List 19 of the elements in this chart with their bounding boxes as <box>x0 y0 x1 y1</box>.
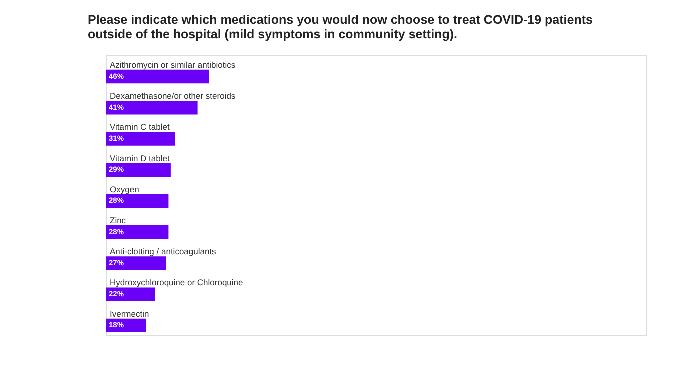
y-tick-label: Ivermectin <box>110 308 150 319</box>
bar <box>106 225 169 240</box>
bar <box>106 132 176 146</box>
y-tick-label: Vitamin C tablet <box>110 122 170 132</box>
bar <box>106 163 171 177</box>
y-tick-label: Hydroxychloroquine or Chloroquine <box>110 278 244 288</box>
bar <box>106 256 166 270</box>
text: Please indicate which medications you would now choose to treat COVID-19 patients <box>88 13 593 27</box>
text: outside of the hospital (mild symptoms in community setting). <box>88 28 458 42</box>
y-tick-label: Vitamin D tablet <box>110 153 170 164</box>
bar <box>106 70 209 84</box>
y-tick-label: Dexamethasone/or other steroids <box>110 91 236 102</box>
y-tick-label: Zinc <box>110 216 127 226</box>
y-tick-label: Oxygen <box>110 184 140 194</box>
y-tick-label: Azithromycin or similar antibiotics <box>110 60 236 70</box>
y-tick-label: Anti-clotting / anticoagulants <box>110 246 216 257</box>
bar <box>106 288 156 302</box>
bar <box>106 194 169 208</box>
bar <box>106 101 198 115</box>
